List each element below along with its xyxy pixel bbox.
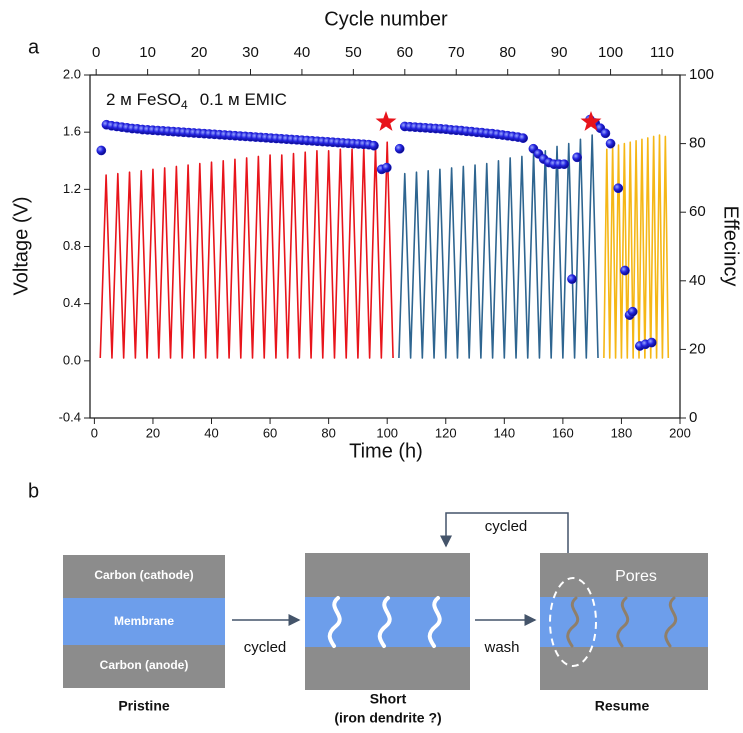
chart: a Cycle number Time (h) Voltage (V) Effe… — [10, 8, 741, 462]
x2-tick-label: 90 — [551, 44, 568, 61]
x2-axis-title: Cycle number — [324, 8, 448, 30]
membrane-layer — [63, 598, 225, 645]
pores-label: Pores — [615, 568, 657, 585]
diagram: b Carbon (cathode) Membrane Carbon (anod… — [28, 480, 708, 726]
x2-tick-label: 80 — [499, 44, 516, 61]
y-tick-label: 1.6 — [63, 124, 81, 139]
plot-area — [96, 114, 670, 359]
voltage-trace — [99, 141, 394, 359]
x-tick-label: 200 — [669, 425, 691, 440]
efficiency-point — [605, 138, 616, 149]
x2-tick-label: 50 — [345, 44, 362, 61]
loop-arrow — [440, 512, 569, 553]
efficiency-point — [96, 145, 107, 156]
cathode-layer — [305, 553, 470, 597]
efficiency-point — [518, 133, 528, 143]
annotation-subscript: 4 — [181, 98, 188, 112]
x2-tick-label: 60 — [396, 44, 413, 61]
x2-tick-label: 40 — [294, 44, 311, 61]
pore — [566, 596, 580, 648]
y2-tick-label: 60 — [689, 203, 706, 220]
y-tick-label: -0.4 — [59, 409, 81, 424]
x2-tick-label: 110 — [650, 44, 674, 61]
x-tick-label: 80 — [321, 425, 335, 440]
y-tick-label: 2.0 — [63, 66, 81, 81]
y2-tick-label: 40 — [689, 272, 706, 289]
x2-tick-label: 0 — [92, 44, 100, 61]
arrow-label: wash — [483, 639, 519, 656]
caption: (iron dendrite ?) — [334, 710, 441, 726]
layer-label: Carbon (anode) — [100, 658, 189, 672]
pores — [566, 596, 678, 648]
efficiency-point — [627, 306, 638, 317]
y-tick-label: 0.0 — [63, 352, 81, 367]
loop-label: cycled — [485, 518, 528, 535]
dendrite — [327, 596, 342, 648]
annotation: 2 м FeSO4 0.1 м EMIC — [106, 90, 287, 112]
anode-layer — [540, 647, 708, 690]
efficiency-point — [646, 337, 657, 348]
pore — [664, 596, 678, 648]
layer-label: Membrane — [114, 614, 174, 628]
efficiency-point — [600, 128, 611, 139]
y2-tick-label: 0 — [689, 409, 697, 426]
dendrite — [377, 596, 392, 648]
y-axis-title: Voltage (V) — [10, 197, 32, 296]
x2-tick-label: 70 — [448, 44, 465, 61]
x-tick-label: 60 — [263, 425, 277, 440]
voltage-trace — [398, 134, 599, 359]
y-tick-label: 0.4 — [63, 295, 81, 310]
cathode-layer — [63, 555, 225, 598]
efficiency-point — [572, 152, 582, 163]
efficiency-point — [613, 183, 624, 194]
x-tick-label: 120 — [435, 425, 457, 440]
x-tick-label: 140 — [493, 425, 515, 440]
membrane-layer — [540, 597, 708, 647]
y2-tick-label: 80 — [689, 135, 706, 152]
x-axis-title: Time (h) — [349, 440, 423, 462]
y-tick-label: 1.2 — [63, 181, 81, 196]
pore — [616, 596, 630, 648]
x-tick-label: 100 — [376, 425, 398, 440]
panel-label: a — [28, 36, 40, 58]
x-tick-label: 160 — [552, 425, 574, 440]
efficiency-point — [369, 140, 379, 151]
caption: Short — [370, 691, 407, 707]
x2-tick-label: 20 — [191, 44, 208, 61]
caption: Pristine — [118, 698, 170, 714]
x-tick-label: 20 — [146, 425, 160, 440]
efficiency-point — [394, 143, 405, 154]
cathode-layer — [540, 553, 708, 597]
x2-tick-label: 100 — [598, 44, 623, 61]
x2-tick-label: 10 — [139, 44, 156, 61]
efficiency-point — [620, 265, 630, 276]
dendrite — [427, 596, 442, 648]
x-tick-label: 180 — [611, 425, 633, 440]
star-marker — [375, 111, 397, 131]
dendrites — [327, 596, 442, 648]
y2-tick-label: 20 — [689, 340, 706, 357]
star-marker — [580, 111, 602, 131]
voltage-trace — [603, 134, 670, 359]
efficiency-point — [567, 274, 577, 284]
x2-tick-label: 30 — [242, 44, 259, 61]
layer-label: Carbon (cathode) — [94, 568, 193, 582]
annotation-text: 2 м FeSO — [106, 90, 181, 109]
panel-label: b — [28, 480, 39, 502]
highlight-ellipse — [549, 577, 597, 667]
arrow-label: cycled — [244, 639, 287, 656]
y2-axis-title: Effecincy — [720, 206, 742, 287]
anode-layer — [63, 645, 225, 688]
x-tick-label: 40 — [204, 425, 218, 440]
caption: Resume — [595, 698, 650, 714]
y2-tick-label: 100 — [689, 66, 714, 83]
y-tick-label: 0.8 — [63, 238, 81, 253]
x-tick-label: 0 — [91, 425, 98, 440]
annotation-text: 0.1 м EMIC — [200, 90, 287, 109]
anode-layer — [305, 647, 470, 690]
efficiency-point — [559, 159, 570, 170]
efficiency-point — [381, 162, 392, 173]
